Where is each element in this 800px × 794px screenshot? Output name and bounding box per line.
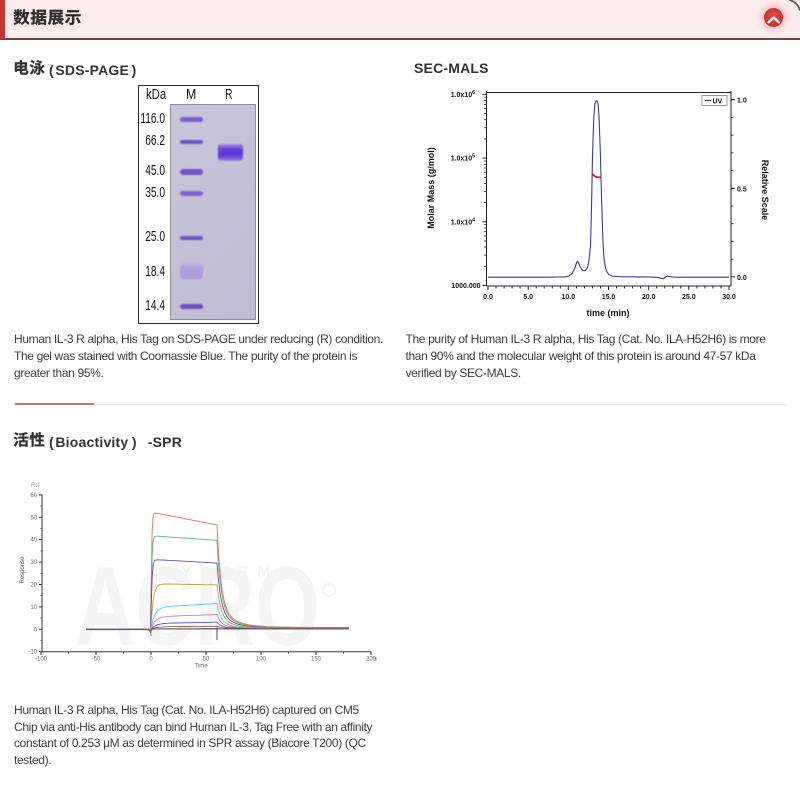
svg-text:0.0: 0.0 (483, 294, 493, 301)
svg-text:0: 0 (34, 627, 38, 633)
svg-text:50: 50 (30, 515, 37, 521)
svg-text:time (min): time (min) (586, 308, 629, 318)
svg-text:1000.000: 1000.000 (451, 283, 480, 290)
svg-text:5.0: 5.0 (523, 294, 533, 301)
svg-text:Response: Response (20, 556, 26, 584)
svg-text:Time: Time (194, 664, 208, 670)
svg-text:Relative Scale: Relative Scale (760, 160, 770, 221)
svg-text:30: 30 (30, 560, 37, 566)
svg-text:20: 20 (30, 583, 37, 589)
svg-text:ACRO: ACRO (75, 543, 319, 669)
svg-text:0.5: 0.5 (737, 186, 747, 193)
svg-text:50: 50 (203, 657, 210, 663)
svg-text:15.0: 15.0 (602, 294, 616, 301)
svg-text:0: 0 (149, 657, 153, 663)
svg-text:-10: -10 (28, 650, 37, 656)
svg-text:-100: -100 (35, 657, 48, 663)
svg-text:1.0x105: 1.0x105 (451, 154, 475, 163)
svg-text:1.0x106: 1.0x106 (451, 90, 475, 99)
svg-text:30.0: 30.0 (722, 294, 736, 301)
svg-text:RU: RU (31, 483, 40, 489)
svg-text:200: 200 (366, 657, 377, 663)
svg-text:1.0: 1.0 (737, 98, 747, 105)
svg-text:10: 10 (30, 605, 37, 611)
svg-text:150: 150 (311, 657, 322, 663)
svg-text:10.0: 10.0 (561, 294, 575, 301)
svg-text:0.0: 0.0 (737, 275, 747, 282)
svg-text:UV: UV (713, 98, 723, 105)
svg-text:-50: -50 (92, 657, 101, 663)
svg-text:Molar Mass (g/mol): Molar Mass (g/mol) (426, 147, 436, 229)
svg-text:SYSTEMS: SYSTEMS (162, 564, 298, 581)
svg-text:25.0: 25.0 (682, 294, 696, 301)
svg-text:20.0: 20.0 (642, 294, 656, 301)
svg-text:1.0x104: 1.0x104 (451, 218, 475, 227)
svg-text:40: 40 (30, 538, 37, 544)
svg-text:100: 100 (256, 657, 267, 663)
svg-text:s: s (374, 657, 377, 663)
svg-text:60: 60 (30, 493, 37, 499)
